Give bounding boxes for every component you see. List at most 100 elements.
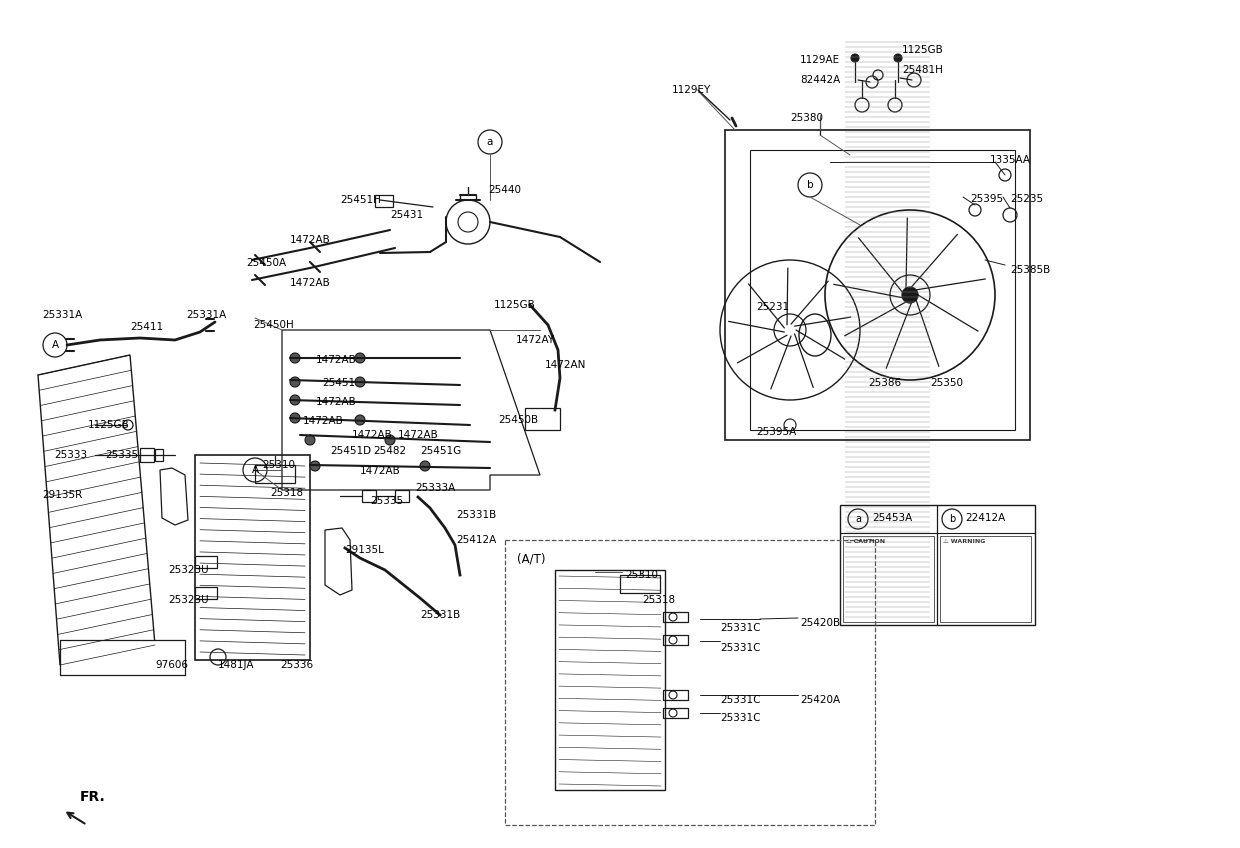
Text: 1472AB: 1472AB bbox=[352, 430, 393, 440]
Text: A: A bbox=[51, 340, 58, 350]
Circle shape bbox=[355, 353, 365, 363]
Text: 1472AN: 1472AN bbox=[546, 360, 587, 370]
Bar bbox=[620, 575, 660, 593]
Text: 1472AB: 1472AB bbox=[290, 278, 331, 288]
Circle shape bbox=[290, 377, 300, 387]
Text: 25420B: 25420B bbox=[800, 618, 841, 628]
Text: 1129AE: 1129AE bbox=[800, 55, 841, 65]
Text: FR.: FR. bbox=[81, 790, 105, 804]
Text: a: a bbox=[856, 514, 861, 524]
Text: (A/T): (A/T) bbox=[517, 552, 546, 565]
Bar bbox=[362, 490, 376, 502]
Bar bbox=[940, 536, 1030, 622]
Text: 25453A: 25453A bbox=[872, 513, 913, 523]
Bar bbox=[663, 635, 688, 645]
Text: 25318: 25318 bbox=[270, 488, 303, 498]
Bar bbox=[195, 455, 310, 660]
Circle shape bbox=[420, 461, 430, 471]
Text: 22412A: 22412A bbox=[965, 513, 1006, 523]
Circle shape bbox=[290, 413, 300, 423]
Bar bbox=[843, 536, 934, 622]
Bar bbox=[155, 449, 162, 461]
Text: 25380: 25380 bbox=[790, 113, 823, 123]
Bar bbox=[839, 505, 1035, 625]
Text: 25481H: 25481H bbox=[901, 65, 942, 75]
Text: 29135R: 29135R bbox=[42, 490, 82, 500]
Text: 25331A: 25331A bbox=[186, 310, 226, 320]
Text: 1472AB: 1472AB bbox=[316, 355, 357, 365]
Circle shape bbox=[384, 435, 396, 445]
Text: 25482: 25482 bbox=[373, 446, 407, 456]
Bar bbox=[195, 587, 217, 599]
Text: b: b bbox=[949, 514, 955, 524]
Text: 25451: 25451 bbox=[322, 378, 355, 388]
Text: 25323U: 25323U bbox=[167, 595, 208, 605]
Bar bbox=[195, 556, 217, 568]
Text: 25331B: 25331B bbox=[420, 610, 460, 620]
Bar bbox=[60, 640, 185, 675]
Text: 25440: 25440 bbox=[489, 185, 521, 195]
Text: 1472AB: 1472AB bbox=[360, 466, 401, 476]
Text: 1125GB: 1125GB bbox=[494, 300, 536, 310]
Text: 25331A: 25331A bbox=[42, 310, 82, 320]
Text: 25451H: 25451H bbox=[340, 195, 381, 205]
Text: 25412A: 25412A bbox=[456, 535, 496, 545]
Bar bbox=[725, 130, 1030, 440]
Text: 1125GB: 1125GB bbox=[901, 45, 944, 55]
Text: ⚠ CAUTION: ⚠ CAUTION bbox=[846, 539, 885, 544]
Bar bbox=[663, 708, 688, 718]
Text: 25318: 25318 bbox=[642, 595, 675, 605]
Text: 25323U: 25323U bbox=[167, 565, 208, 575]
Circle shape bbox=[355, 415, 365, 425]
Text: A: A bbox=[252, 465, 259, 475]
Text: 25451G: 25451G bbox=[420, 446, 461, 456]
Text: 25350: 25350 bbox=[930, 378, 963, 388]
Text: 25420A: 25420A bbox=[800, 695, 841, 705]
Text: 25395: 25395 bbox=[970, 194, 1003, 204]
Text: 25385B: 25385B bbox=[1011, 265, 1050, 275]
Text: 1472AB: 1472AB bbox=[398, 430, 439, 440]
Text: 82442A: 82442A bbox=[800, 75, 841, 85]
Text: 97606: 97606 bbox=[155, 660, 188, 670]
Bar bbox=[556, 570, 665, 790]
Text: 25431: 25431 bbox=[391, 210, 423, 220]
Text: 25450B: 25450B bbox=[498, 415, 538, 425]
Circle shape bbox=[851, 54, 859, 62]
Text: 25386: 25386 bbox=[868, 378, 901, 388]
Bar bbox=[750, 150, 1016, 430]
Text: 1472AB: 1472AB bbox=[316, 397, 357, 407]
Text: 1335AA: 1335AA bbox=[990, 155, 1030, 165]
Text: 25395A: 25395A bbox=[756, 427, 796, 437]
Circle shape bbox=[290, 353, 300, 363]
Text: 25333A: 25333A bbox=[415, 483, 455, 493]
Text: 25310: 25310 bbox=[262, 460, 295, 470]
Text: 1129EY: 1129EY bbox=[672, 85, 712, 95]
Text: 25335: 25335 bbox=[370, 496, 403, 506]
Text: 25310: 25310 bbox=[625, 570, 658, 580]
Text: 1125GB: 1125GB bbox=[88, 420, 130, 430]
Bar bbox=[505, 540, 875, 825]
Text: 25331C: 25331C bbox=[720, 623, 760, 633]
Text: b: b bbox=[807, 180, 813, 190]
Text: 25235: 25235 bbox=[1011, 194, 1043, 204]
Circle shape bbox=[290, 395, 300, 405]
Text: 25450H: 25450H bbox=[253, 320, 294, 330]
Bar bbox=[140, 448, 154, 462]
Bar bbox=[396, 490, 409, 502]
Text: 1481JA: 1481JA bbox=[218, 660, 254, 670]
Text: 1472AY: 1472AY bbox=[516, 335, 556, 345]
Text: 25231: 25231 bbox=[756, 302, 789, 312]
Bar bbox=[663, 690, 688, 700]
Circle shape bbox=[894, 54, 901, 62]
Text: 25335: 25335 bbox=[105, 450, 138, 460]
Text: 25331C: 25331C bbox=[720, 643, 760, 653]
Circle shape bbox=[310, 461, 320, 471]
Text: 25331C: 25331C bbox=[720, 713, 760, 723]
Circle shape bbox=[901, 287, 918, 303]
Text: 25331B: 25331B bbox=[456, 510, 496, 520]
Bar bbox=[374, 195, 393, 207]
Text: 25450A: 25450A bbox=[246, 258, 286, 268]
Circle shape bbox=[305, 435, 315, 445]
Text: 25411: 25411 bbox=[130, 322, 164, 332]
Text: 25336: 25336 bbox=[280, 660, 314, 670]
